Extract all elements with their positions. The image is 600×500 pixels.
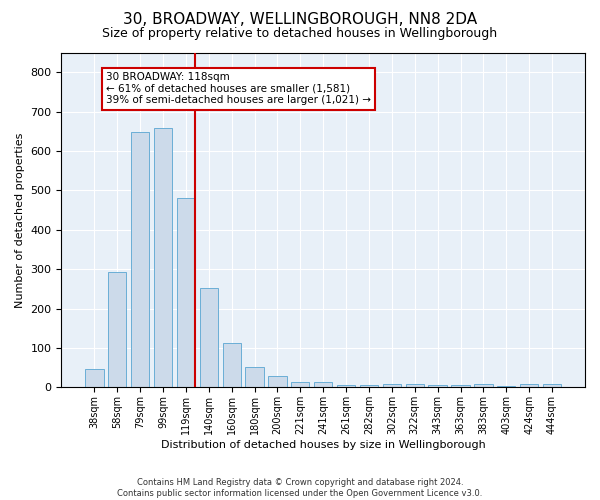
Bar [337,384,355,388]
Text: 30, BROADWAY, WELLINGBOROUGH, NN8 2DA: 30, BROADWAY, WELLINGBOROUGH, NN8 2DA [123,12,477,28]
Y-axis label: Number of detached properties: Number of detached properties [15,132,25,308]
Bar [497,386,515,388]
Bar [314,382,332,388]
Text: Size of property relative to detached houses in Wellingborough: Size of property relative to detached ho… [103,28,497,40]
Bar [85,369,104,388]
Bar [360,386,378,388]
Bar [428,386,447,388]
Text: 30 BROADWAY: 118sqm
← 61% of detached houses are smaller (1,581)
39% of semi-det: 30 BROADWAY: 118sqm ← 61% of detached ho… [106,72,371,106]
Bar [520,384,538,388]
Bar [177,198,195,388]
Bar [200,288,218,388]
Bar [245,367,264,388]
Bar [154,128,172,388]
Bar [383,384,401,388]
X-axis label: Distribution of detached houses by size in Wellingborough: Distribution of detached houses by size … [161,440,485,450]
Bar [268,376,287,388]
Bar [451,386,470,388]
Bar [474,384,493,388]
Bar [291,382,310,388]
Bar [108,272,127,388]
Bar [223,343,241,388]
Bar [543,384,561,388]
Text: Contains HM Land Registry data © Crown copyright and database right 2024.
Contai: Contains HM Land Registry data © Crown c… [118,478,482,498]
Bar [406,384,424,388]
Bar [131,132,149,388]
